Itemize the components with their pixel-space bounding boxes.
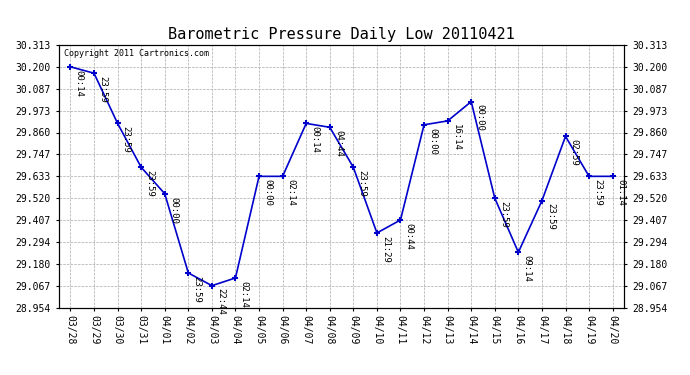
Text: Copyright 2011 Cartronics.com: Copyright 2011 Cartronics.com — [64, 49, 209, 58]
Text: 00:14: 00:14 — [310, 126, 319, 153]
Text: 21:29: 21:29 — [381, 236, 390, 262]
Text: 00:44: 00:44 — [404, 223, 413, 250]
Text: 23:59: 23:59 — [146, 170, 155, 197]
Text: 23:59: 23:59 — [121, 126, 130, 153]
Text: 02:59: 02:59 — [570, 139, 579, 166]
Title: Barometric Pressure Daily Low 20110421: Barometric Pressure Daily Low 20110421 — [168, 27, 515, 42]
Text: 01:14: 01:14 — [617, 179, 626, 206]
Text: 00:00: 00:00 — [263, 179, 272, 206]
Text: 00:14: 00:14 — [75, 70, 83, 96]
Text: 16:14: 16:14 — [452, 124, 461, 151]
Text: 00:00: 00:00 — [169, 196, 178, 223]
Text: 23:59: 23:59 — [499, 201, 508, 228]
Text: 22:44: 22:44 — [216, 288, 225, 315]
Text: 09:14: 09:14 — [522, 255, 531, 282]
Text: 23:59: 23:59 — [98, 76, 107, 103]
Text: 23:59: 23:59 — [546, 204, 555, 230]
Text: 00:00: 00:00 — [428, 128, 437, 154]
Text: 23:59: 23:59 — [593, 179, 602, 206]
Text: 02:14: 02:14 — [239, 281, 248, 308]
Text: 04:44: 04:44 — [334, 130, 343, 157]
Text: 23:59: 23:59 — [357, 170, 366, 197]
Text: 02:14: 02:14 — [287, 179, 296, 206]
Text: 23:59: 23:59 — [193, 276, 201, 303]
Text: 00:00: 00:00 — [475, 104, 484, 131]
